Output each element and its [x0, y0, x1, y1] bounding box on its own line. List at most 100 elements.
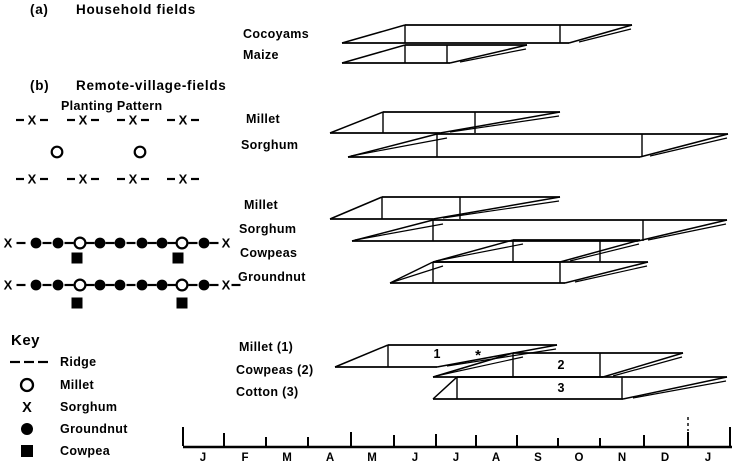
village1-millet-bar-right-slant	[439, 111, 561, 134]
groundnut-dot-icon	[136, 279, 148, 291]
key-cowpea-square-icon	[21, 445, 33, 457]
village1-millet-bar-right-slant-double	[449, 115, 560, 133]
month-label-10-n: N	[618, 452, 626, 464]
groundnut-dot-icon	[52, 279, 64, 291]
key-label-ridge: Ridge	[60, 355, 97, 369]
section-a-tag: (a)	[30, 2, 49, 17]
key-label-groundnut: Groundnut	[60, 422, 128, 436]
month-label-6-j: J	[453, 452, 459, 464]
month-label-2-m: M	[282, 452, 292, 464]
planting-pattern-title: Planting Pattern	[61, 99, 163, 113]
crop-label-cowpeas: Cowpeas	[240, 246, 298, 260]
millet-circle-icon	[175, 236, 189, 250]
sorghum-x-icon: X	[129, 113, 138, 128]
crop-label-sorghum: Sorghum	[239, 222, 297, 236]
cowpea-square-icon	[71, 252, 83, 264]
village2-sorghum-bar-left-slant-double	[354, 223, 444, 241]
relay-millet1-bar-left-slant	[334, 344, 389, 368]
section-b-title: Remote-village-fields	[76, 78, 227, 93]
key-label-cowpea: Cowpea	[60, 444, 111, 458]
month-label-7-a: A	[492, 452, 500, 464]
key-sorghum-x-icon: X	[22, 400, 32, 416]
groundnut-dot-icon	[156, 237, 168, 249]
village1-sorghum-bar-right-slant	[639, 133, 729, 158]
relay-cowpeas2-bar-left-slant	[432, 352, 514, 378]
cocoyams-bar-right-slant-double	[578, 28, 632, 43]
village1-sorghum-bar-left-slant	[347, 133, 438, 158]
relay-millet1-bar-right-slant	[436, 344, 558, 368]
village1-sorghum-bar-right-slant-double	[649, 137, 728, 157]
month-label-12-j: J	[705, 452, 711, 464]
sorghum-x-icon: X	[28, 113, 37, 128]
sorghum-x-icon: X	[79, 113, 88, 128]
crop-label-groundnut: Groundnut	[238, 270, 306, 284]
sorghum-x-icon: X	[179, 172, 188, 187]
relay-cotton3-bar-annotation-3: 3	[558, 381, 565, 395]
groundnut-dot-icon	[114, 237, 126, 249]
groundnut-dot-icon	[114, 279, 126, 291]
key-label-sorghum: Sorghum	[60, 400, 118, 414]
sorghum-x-icon: X	[129, 172, 138, 187]
groundnut-dot-icon	[198, 279, 210, 291]
groundnut-dot-icon	[136, 237, 148, 249]
crop-label-cocoyams: Cocoyams	[243, 27, 310, 41]
sorghum-x-icon: X	[4, 278, 13, 293]
maize-bar-right-slant	[449, 44, 528, 64]
cowpea-square-icon	[71, 297, 83, 309]
cocoyams-bar-left-slant	[341, 24, 406, 44]
millet-circle-icon	[133, 145, 147, 159]
relay-millet1-bar-annotation-*: *	[475, 347, 481, 364]
village2-sorghum-bar-right-slant	[637, 219, 728, 242]
maize-bar-left-slant	[341, 44, 406, 64]
groundnut-dot-icon	[198, 237, 210, 249]
month-label-4-m: M	[367, 452, 377, 464]
village2-groundnut-bar-right-slant	[564, 261, 649, 284]
section-b-tag: (b)	[30, 78, 50, 93]
maize-bar-right-slant-double	[459, 48, 527, 63]
section-a-title: Household fields	[76, 2, 196, 17]
relay-cotton3-bar-left-slant	[432, 376, 458, 400]
village2-cowpeas-bar-left-slant	[432, 239, 514, 263]
millet-circle-icon	[73, 278, 87, 292]
sorghum-x-icon: X	[4, 236, 13, 251]
village2-sorghum-bar-right-slant-double	[647, 223, 727, 241]
month-label-8-s: S	[534, 452, 542, 464]
relay-cowpeas2-bar-annotation-2: 2	[558, 358, 565, 372]
key-groundnut-dot-icon	[21, 423, 33, 435]
crop-label-millet-1: Millet (1)	[239, 340, 294, 354]
groundnut-dot-icon	[156, 279, 168, 291]
village2-millet-bar-left-slant	[329, 196, 383, 220]
cocoyams-bar-right-slant	[568, 24, 633, 44]
sorghum-x-icon: X	[79, 172, 88, 187]
relay-cowpeas2-bar-right-slant-double	[612, 356, 683, 377]
relay-millet1-bar-annotation-1: 1	[434, 347, 441, 361]
village1-sorghum-bar-left-slant-double	[350, 137, 448, 157]
month-label-3-a: A	[326, 452, 334, 464]
month-label-0-j: J	[200, 452, 206, 464]
relay-millet1-bar-right-slant-double	[446, 348, 557, 367]
month-label-1-f: F	[241, 452, 248, 464]
crop-label-millet: Millet	[244, 198, 279, 212]
crop-label-cowpeas-2: Cowpeas (2)	[236, 363, 314, 377]
millet-circle-icon	[73, 236, 87, 250]
crop-label-millet: Millet	[246, 112, 281, 126]
crop-label-cotton-3: Cotton (3)	[236, 385, 299, 399]
village2-cowpeas-bar-right-slant-double	[569, 243, 640, 262]
month-label-11-d: D	[661, 452, 669, 464]
crop-label-sorghum: Sorghum	[241, 138, 299, 152]
sorghum-x-icon: X	[28, 172, 37, 187]
relay-cotton3-bar-right-slant-double	[632, 380, 727, 399]
key-title: Key	[11, 332, 41, 349]
relay-cowpeas2-bar-left-slant-double	[435, 356, 524, 377]
village2-groundnut-bar-left-slant-double	[392, 265, 444, 283]
sorghum-x-icon: X	[222, 236, 231, 251]
millet-circle-icon	[50, 145, 64, 159]
crop-label-maize: Maize	[243, 48, 279, 62]
groundnut-dot-icon	[52, 237, 64, 249]
village2-cowpeas-bar-left-slant-double	[435, 243, 524, 262]
sorghum-x-icon: X	[222, 278, 231, 293]
village2-millet-bar-right-slant-double	[442, 200, 560, 219]
groundnut-dot-icon	[30, 237, 42, 249]
